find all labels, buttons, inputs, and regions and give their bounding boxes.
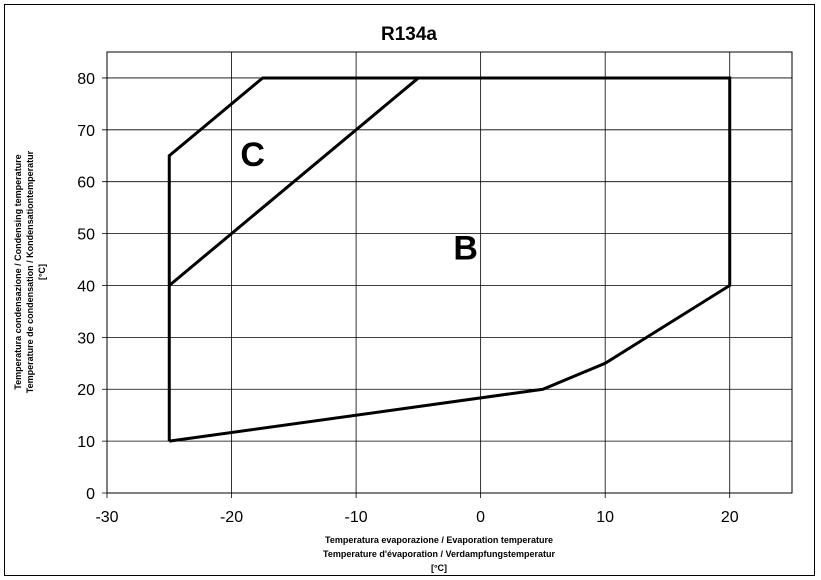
series-line-1 <box>167 76 732 443</box>
y-tick-label: 70 <box>77 123 95 140</box>
region-label-c: C <box>240 136 265 174</box>
chart-frame <box>4 4 815 576</box>
y-axis-label-line: [°C] <box>37 264 47 280</box>
x-tick-label: -10 <box>345 509 368 526</box>
x-axis-label-line: Temperatura evaporazione / Evaporation t… <box>325 535 553 545</box>
y-tick-label: 50 <box>77 227 95 244</box>
x-tick-label: 0 <box>476 509 485 526</box>
series-lines <box>167 76 732 443</box>
plot-area-border <box>106 51 793 494</box>
y-tick-label: 10 <box>77 434 95 451</box>
y-tick-label: 80 <box>77 71 95 88</box>
y-axis-label-line: Temperatura condensazione / Condensing t… <box>13 154 23 389</box>
y-tick-label: 20 <box>77 382 95 399</box>
x-axis-label: Temperatura evaporazione / Evaporation t… <box>323 535 556 573</box>
y-tick-label: 60 <box>77 175 95 192</box>
grid <box>102 52 792 498</box>
x-tick-label: -20 <box>220 509 243 526</box>
tick-labels: -30 -20 -10 0 10 20 0 10 20 30 40 50 60 70 80 <box>77 71 739 526</box>
x-axis-label-line: [°C] <box>431 563 447 573</box>
region-label-b: B <box>453 230 478 268</box>
series-line-2 <box>168 76 420 287</box>
region-labels: CB <box>240 136 478 267</box>
x-axis-label-line: Temperature d'évaporation / Verdampfungs… <box>323 549 556 559</box>
y-axis-label: Temperatura condensazione / Condensing t… <box>13 150 47 393</box>
y-tick-label: 40 <box>77 278 95 295</box>
x-tick-label: -30 <box>95 509 118 526</box>
y-tick-label: 30 <box>77 330 95 347</box>
x-tick-label: 20 <box>721 509 739 526</box>
chart-title: R134a <box>381 24 437 45</box>
y-tick-label: 0 <box>86 486 95 503</box>
x-tick-label: 10 <box>596 509 614 526</box>
y-axis-label-line: Temperature de condensation / Kondensati… <box>25 150 35 393</box>
